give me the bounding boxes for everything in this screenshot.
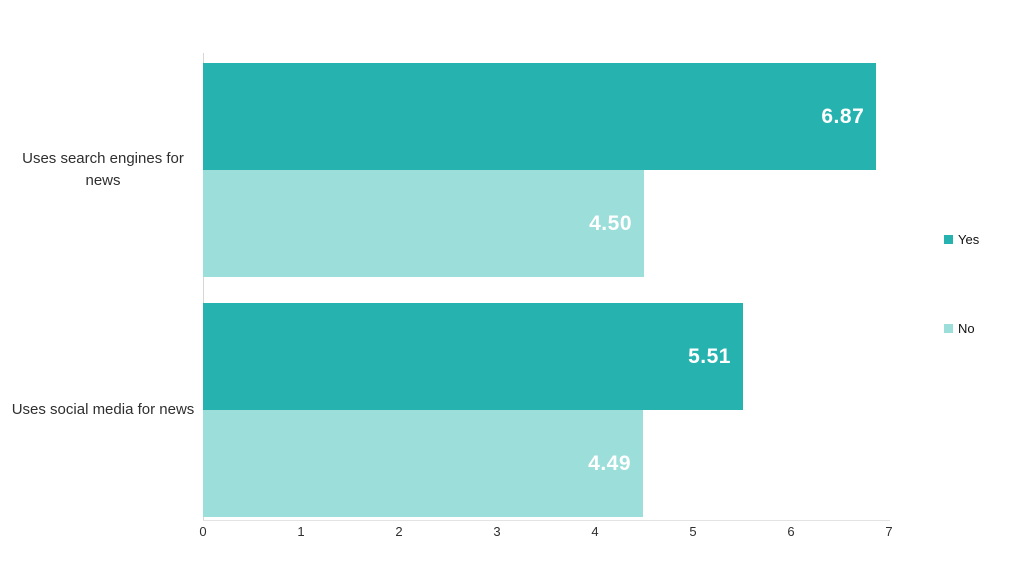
category-label: Uses search engines for news [22,150,184,189]
x-axis-line [203,520,890,521]
x-tick-label: 2 [395,524,403,539]
bar-no-social-media: 4.49 [203,410,644,517]
bar-yes-search-engines: 6.87 [203,63,877,170]
x-tick-label: 6 [787,524,795,539]
legend-item-no: No [944,322,975,335]
legend-item-yes: Yes [944,233,979,246]
legend-swatch-yes [944,235,953,244]
bar-yes-social-media: 5.51 [203,303,743,410]
legend-label: Yes [958,232,980,247]
bar-value-label: 5.51 [688,344,731,368]
x-tick-label: 0 [199,524,207,539]
x-tick-label: 3 [493,524,501,539]
x-tick-label: 7 [885,524,893,539]
legend-label: No [958,321,975,336]
bar-value-label: 4.50 [589,211,632,235]
y-axis-line [203,53,204,520]
category-label: Uses social media for news [11,401,195,418]
x-tick-label: 5 [689,524,697,539]
x-tick-label: 1 [297,524,305,539]
bar-value-label: 4.49 [588,451,632,475]
bar-no-search-engines: 4.50 [203,170,644,277]
legend-swatch-no [944,324,953,333]
bar-value-label: 6.87 [821,104,865,128]
x-tick-label: 4 [591,524,599,539]
